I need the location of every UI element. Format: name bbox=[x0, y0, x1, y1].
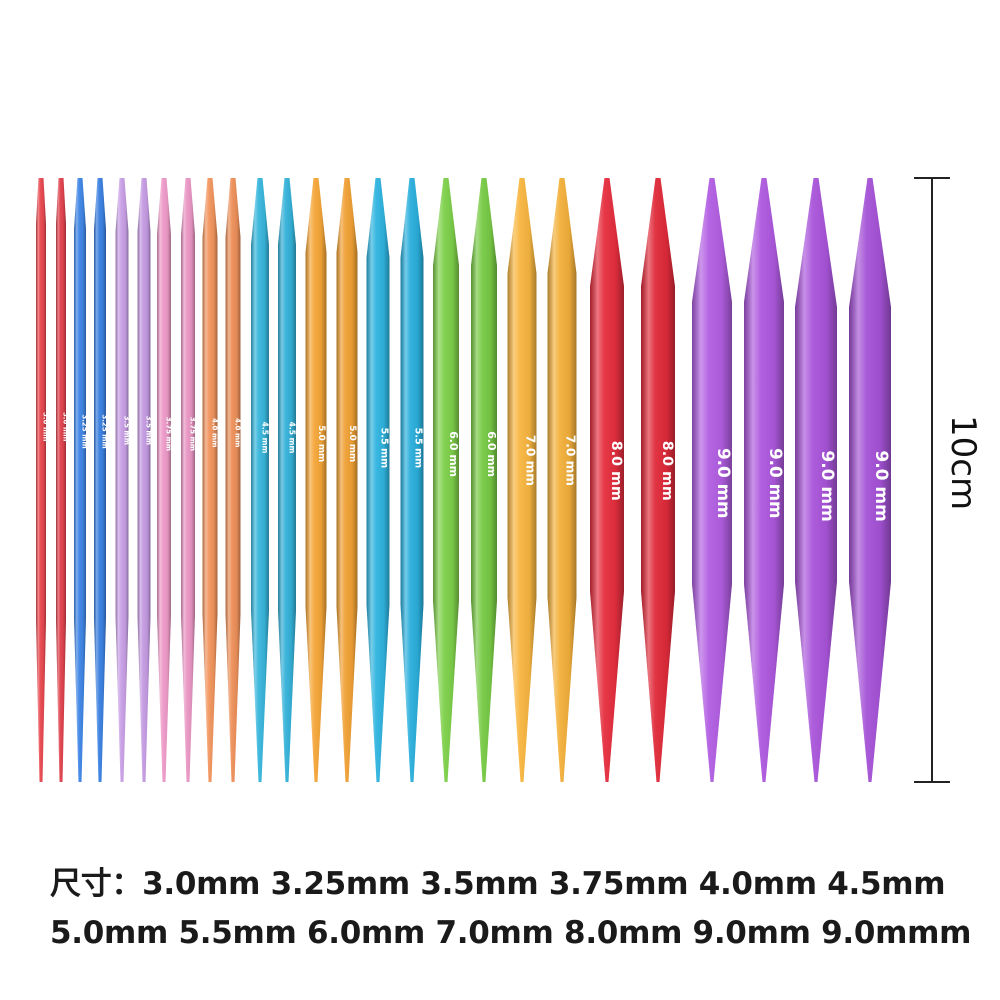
needle: 3.75 mm bbox=[157, 178, 172, 782]
needle-size-label: 8.0 mm bbox=[608, 441, 624, 501]
needle-shine bbox=[471, 178, 497, 782]
needle-size-label: 4.0 mm bbox=[233, 418, 241, 447]
needle: 9.0 mm bbox=[795, 178, 837, 782]
size-caption-line-1: 尺寸：3.0mm 3.25mm 3.5mm 3.75mm 4.0mm 4.5mm bbox=[50, 866, 946, 902]
needle: 6.0 mm bbox=[433, 178, 460, 782]
needle-shine bbox=[74, 178, 86, 782]
needle: 4.5 mm bbox=[251, 178, 270, 782]
needle-shine bbox=[366, 178, 390, 782]
needle-size-label: 3.75 mm bbox=[188, 417, 196, 451]
needle: 3.0 mm bbox=[56, 178, 69, 782]
needle-shine bbox=[202, 178, 218, 782]
needle-shine bbox=[251, 178, 269, 782]
needle-size-label: 9.0 mm bbox=[766, 448, 786, 519]
needle-size-label: 3.0 mm bbox=[41, 412, 49, 441]
needle-size-label: 7.0 mm bbox=[563, 435, 577, 486]
needle-size-label: 3.75 mm bbox=[164, 417, 172, 451]
needle-shine bbox=[181, 178, 195, 782]
needle-size-label: 3.5 mm bbox=[122, 416, 130, 445]
needle: 3.5 mm bbox=[115, 178, 130, 782]
needle-size-label: 5.0 mm bbox=[316, 425, 326, 462]
needle-size-label: 9.0 mm bbox=[817, 450, 837, 521]
needle-size-label: 3.0 mm bbox=[61, 412, 69, 441]
needle: 8.0 mm bbox=[590, 178, 624, 782]
needle-shine bbox=[590, 178, 624, 782]
needle-size-label: 4.5 mm bbox=[288, 422, 297, 454]
needle-shine bbox=[36, 178, 46, 782]
needle: 3.25 mm bbox=[94, 178, 108, 782]
needle: 8.0 mm bbox=[641, 178, 675, 782]
needle: 5.5 mm bbox=[400, 178, 424, 782]
needle-shine bbox=[507, 178, 537, 782]
needle: 9.0 mm bbox=[849, 178, 891, 782]
needle: 3.75 mm bbox=[181, 178, 196, 782]
needle: 4.5 mm bbox=[278, 178, 297, 782]
needle-size-label: 3.25 mm bbox=[100, 414, 108, 448]
needle: 3.0 mm bbox=[36, 178, 49, 782]
needle-shine bbox=[336, 178, 358, 782]
needle-shine bbox=[56, 178, 66, 782]
needle-shine bbox=[744, 178, 784, 782]
needle: 5.0 mm bbox=[305, 178, 327, 782]
needle-shine bbox=[115, 178, 129, 782]
needle-size-label: 5.0 mm bbox=[347, 425, 357, 462]
needle-size-label: 5.5 mm bbox=[412, 428, 423, 469]
needle: 7.0 mm bbox=[547, 178, 577, 782]
needle-shine bbox=[137, 178, 151, 782]
needle-shine bbox=[849, 178, 891, 782]
needle-shine bbox=[400, 178, 424, 782]
needle: 7.0 mm bbox=[507, 178, 537, 782]
needle-shine bbox=[225, 178, 241, 782]
scale-bar bbox=[914, 177, 950, 783]
needle-shine bbox=[94, 178, 106, 782]
needle: 9.0 mm bbox=[744, 178, 786, 782]
needle: 9.0 mm bbox=[692, 178, 734, 782]
needle: 5.5 mm bbox=[366, 178, 390, 782]
needle-shine bbox=[157, 178, 171, 782]
needle: 4.0 mm bbox=[225, 178, 241, 782]
needle-shine bbox=[795, 178, 837, 782]
size-caption-line-2: 5.0mm 5.5mm 6.0mm 7.0mm 8.0mm 9.0mm 9.0m… bbox=[50, 915, 972, 951]
knitting-needles: 3.0 mm 3.0 mm 3.25 mm 3.25 mm 3.5 mm 3.5 mm 3.… bbox=[36, 178, 891, 782]
needle-size-label: 4.0 mm bbox=[210, 418, 218, 447]
needle: 3.5 mm bbox=[137, 178, 152, 782]
needle: 6.0 mm bbox=[471, 178, 498, 782]
needle: 3.25 mm bbox=[74, 178, 88, 782]
needle-size-label: 3.5 mm bbox=[144, 416, 152, 445]
needle-shine bbox=[433, 178, 459, 782]
needle-shine bbox=[692, 178, 732, 782]
scale-label: 10cm bbox=[943, 415, 983, 511]
needle-size-label: 3.25 mm bbox=[80, 414, 88, 448]
needle: 4.0 mm bbox=[202, 178, 218, 782]
needle: 5.0 mm bbox=[336, 178, 358, 782]
needle-size-label: 8.0 mm bbox=[659, 441, 675, 501]
needle-size-label: 9.0 mm bbox=[871, 450, 891, 521]
needle-shine bbox=[641, 178, 675, 782]
needle-size-label: 6.0 mm bbox=[485, 431, 498, 477]
needle-size-label: 4.5 mm bbox=[261, 422, 270, 454]
needle-size-label: 5.5 mm bbox=[378, 428, 389, 469]
needle-size-label: 7.0 mm bbox=[523, 435, 537, 486]
needle-size-label: 6.0 mm bbox=[447, 431, 460, 477]
needle-size-label: 9.0 mm bbox=[714, 448, 734, 519]
needle-shine bbox=[547, 178, 577, 782]
needle-shine bbox=[278, 178, 296, 782]
needle-shine bbox=[305, 178, 327, 782]
